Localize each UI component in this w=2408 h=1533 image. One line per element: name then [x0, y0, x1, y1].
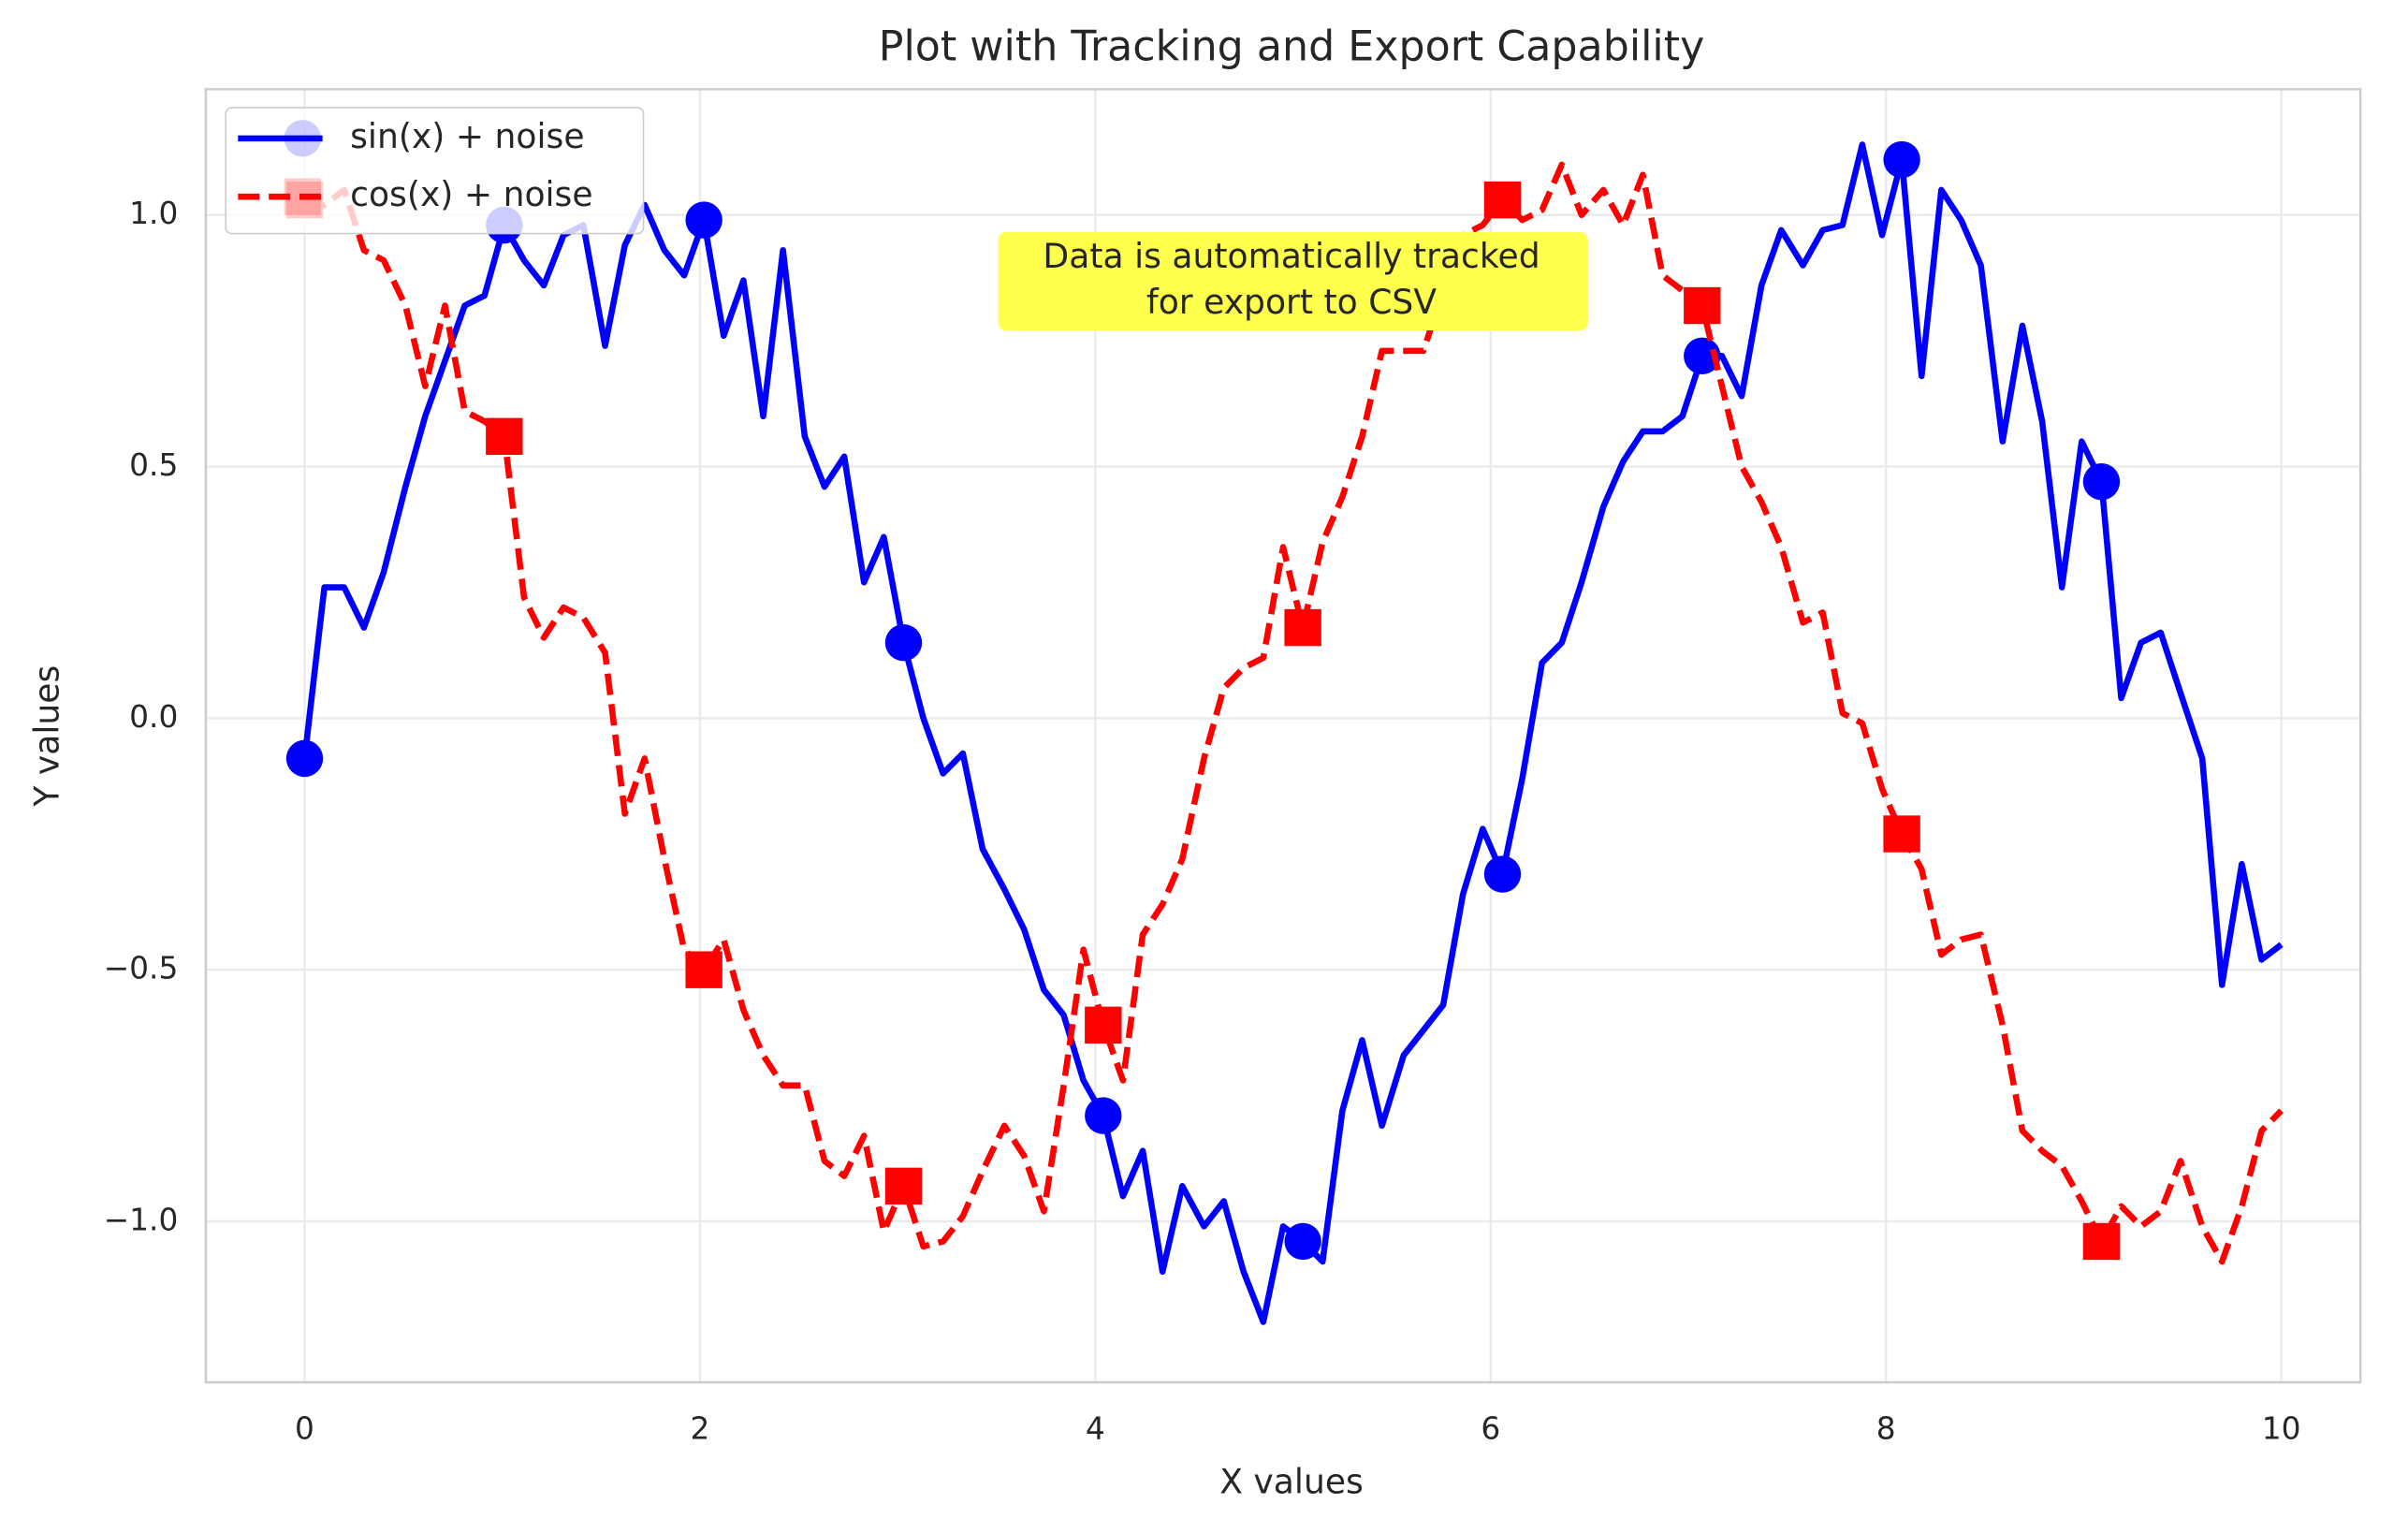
- legend-marker: [284, 120, 321, 157]
- x-tick-label: 10: [2262, 1410, 2301, 1446]
- y-tick-label: 1.0: [129, 196, 178, 231]
- marker: [1684, 337, 1721, 374]
- marker: [685, 951, 722, 988]
- marker: [884, 1167, 923, 1205]
- marker: [1883, 815, 1920, 853]
- legend-label: sin(x) + noise: [350, 116, 584, 156]
- marker: [1483, 855, 1522, 893]
- chart-title: Plot with Tracking and Export Capability: [879, 23, 1705, 71]
- marker: [1284, 608, 1321, 647]
- marker: [2082, 462, 2121, 501]
- annotation: Data is automatically tracked for export …: [998, 231, 1588, 330]
- x-tick-label: 2: [690, 1410, 709, 1446]
- x-tick-label: 0: [295, 1410, 314, 1446]
- marker: [1883, 140, 1920, 179]
- series-line: [303, 161, 2284, 1265]
- marker: [884, 624, 923, 662]
- y-tick-label: 0.5: [129, 447, 178, 483]
- legend: sin(x) + noise cos(x) + noise: [225, 107, 645, 235]
- x-axis-label: X values: [1219, 1461, 1364, 1501]
- x-tick-label: 8: [1876, 1410, 1896, 1446]
- marker: [2082, 1222, 2121, 1261]
- annotation-text: for export to CSV: [1146, 282, 1437, 322]
- marker: [1284, 1222, 1321, 1261]
- y-axis-label: Y values: [27, 665, 67, 808]
- x-tick-label: 4: [1086, 1410, 1105, 1446]
- marker: [1085, 1097, 1122, 1134]
- legend-marker: [284, 178, 321, 215]
- annotation-text: Data is automatically tracked: [1043, 236, 1540, 276]
- legend-box: [225, 107, 645, 235]
- marker: [486, 417, 523, 455]
- marker: [685, 201, 722, 239]
- y-tick-label: −0.5: [104, 951, 179, 986]
- y-tick-label: −1.0: [104, 1202, 179, 1237]
- annotation-box: [998, 231, 1588, 330]
- plot-frame: [204, 88, 2362, 1384]
- marker: [1483, 181, 1522, 219]
- marker: [1085, 1006, 1122, 1044]
- marker: [285, 739, 324, 778]
- y-tick-label: 0.0: [129, 699, 178, 735]
- marker: [1684, 286, 1721, 325]
- legend-label: cos(x) + noise: [350, 174, 592, 214]
- x-tick-label: 6: [1481, 1410, 1500, 1446]
